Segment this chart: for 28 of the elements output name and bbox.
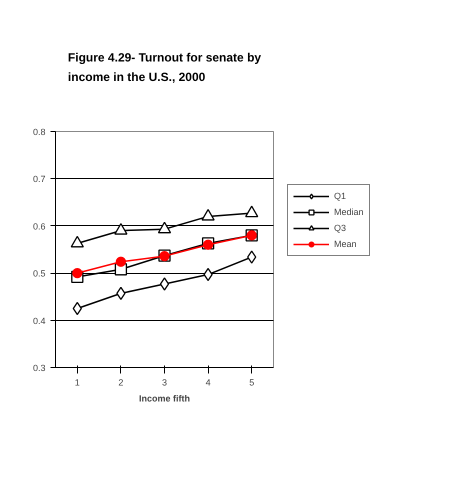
point — [203, 268, 213, 282]
point — [245, 206, 258, 218]
legend-label: Median — [334, 206, 364, 218]
point — [116, 286, 126, 300]
point — [114, 223, 128, 235]
y-tick-label: 0.4 — [32, 316, 46, 326]
legend-label: Q3 — [334, 222, 348, 234]
y-tick-label: 0.6 — [32, 221, 46, 232]
legend-label: Q1 — [334, 190, 348, 202]
x-axis-title: Income fifth — [139, 394, 190, 404]
x-tick-label: 3 — [162, 378, 168, 388]
point — [201, 208, 215, 221]
point — [72, 268, 82, 278]
point — [116, 256, 126, 267]
x-tick-label: 4 — [206, 378, 211, 388]
point — [158, 222, 172, 234]
x-tick-label: 1 — [74, 378, 80, 388]
y-tick-label: 0.7 — [32, 174, 46, 184]
legend-label: Mean — [334, 238, 357, 250]
y-tick-label: 0.8 — [32, 127, 46, 137]
point — [70, 236, 84, 248]
x-tick-label: 5 — [249, 378, 254, 388]
point — [160, 277, 170, 291]
y-tick-label: 0.5 — [32, 268, 46, 279]
x-tick-label: 2 — [118, 378, 124, 388]
y-tick-label: 0.3 — [32, 363, 46, 373]
point — [202, 240, 214, 250]
chart-title: Figure 4.29- Turnout for senate by income in the U.S., 2000 — [68, 50, 262, 84]
